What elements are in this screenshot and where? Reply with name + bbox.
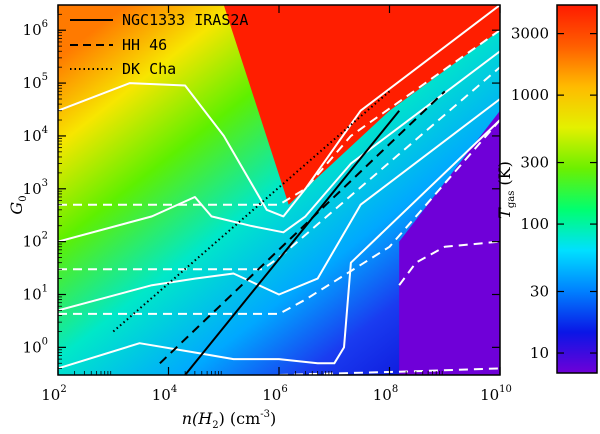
colorbar-tick-label: 100 [520, 215, 549, 233]
contour-solid-middle [58, 50, 500, 243]
region-cold [399, 110, 500, 375]
colorbar-tick-label: 300 [520, 154, 549, 172]
y-axis-label: G0 [7, 195, 29, 214]
x-tick-label: 104 [152, 384, 177, 404]
x-tick-label: 108 [373, 384, 398, 404]
x-tick-label: 1010 [480, 384, 512, 404]
source-tracks [112, 90, 446, 375]
series-line-1 [159, 90, 446, 365]
y-axis-ticks: 100 101 102 103 104 105 106 [23, 13, 500, 376]
x-axis-ticks: 102 104 106 108 1010 [41, 5, 512, 404]
colorbar-gradient [556, 4, 598, 374]
y-tick-label: 103 [23, 178, 48, 198]
y-tick-label: 104 [23, 125, 48, 145]
heatmap-area [58, 5, 500, 375]
colorbar-tick-label: 1000 [511, 86, 549, 104]
y-tick-label: 101 [23, 284, 48, 304]
series-line-0 [184, 110, 400, 375]
legend-label-dkcha: DK Cha [122, 60, 176, 78]
region-hot [223, 5, 500, 205]
colorbar-tick-label: 30 [530, 283, 549, 301]
contour-solid-bottom [58, 119, 500, 370]
contour-dashed-d2 [58, 66, 500, 271]
colorbar-tick-label: 3000 [511, 25, 549, 43]
legend-label-ngc1333: NGC1333 IRAS2A [122, 11, 248, 29]
legend-label-hh46: HH 46 [122, 36, 167, 54]
y-tick-label: 102 [23, 231, 48, 251]
y-tick-label: 100 [23, 336, 48, 356]
colorbar-ticks: 10 30 100 300 1000 3000 [511, 25, 597, 362]
x-axis-label: n(H2) (cm-3) [182, 409, 277, 431]
contour-dashed-d3 [58, 119, 500, 315]
x-tick-label: 106 [262, 384, 287, 404]
colorbar-label: Tgas (K) [495, 161, 517, 219]
contour-dashed-d1 [58, 29, 500, 206]
y-tick-label: 106 [23, 19, 48, 39]
legend: NGC1333 IRAS2A HH 46 DK Cha [70, 11, 248, 78]
colorbar-tick-label: 10 [530, 344, 549, 362]
colorbar: 10 30 100 300 1000 3000 Tgas (K) [495, 4, 598, 374]
contour-solid-lower [58, 98, 500, 312]
contour-solid-upper [58, 5, 500, 218]
x-tick-label: 102 [41, 384, 66, 404]
temperature-regions [223, 5, 500, 375]
y-tick-label: 105 [23, 72, 48, 92]
